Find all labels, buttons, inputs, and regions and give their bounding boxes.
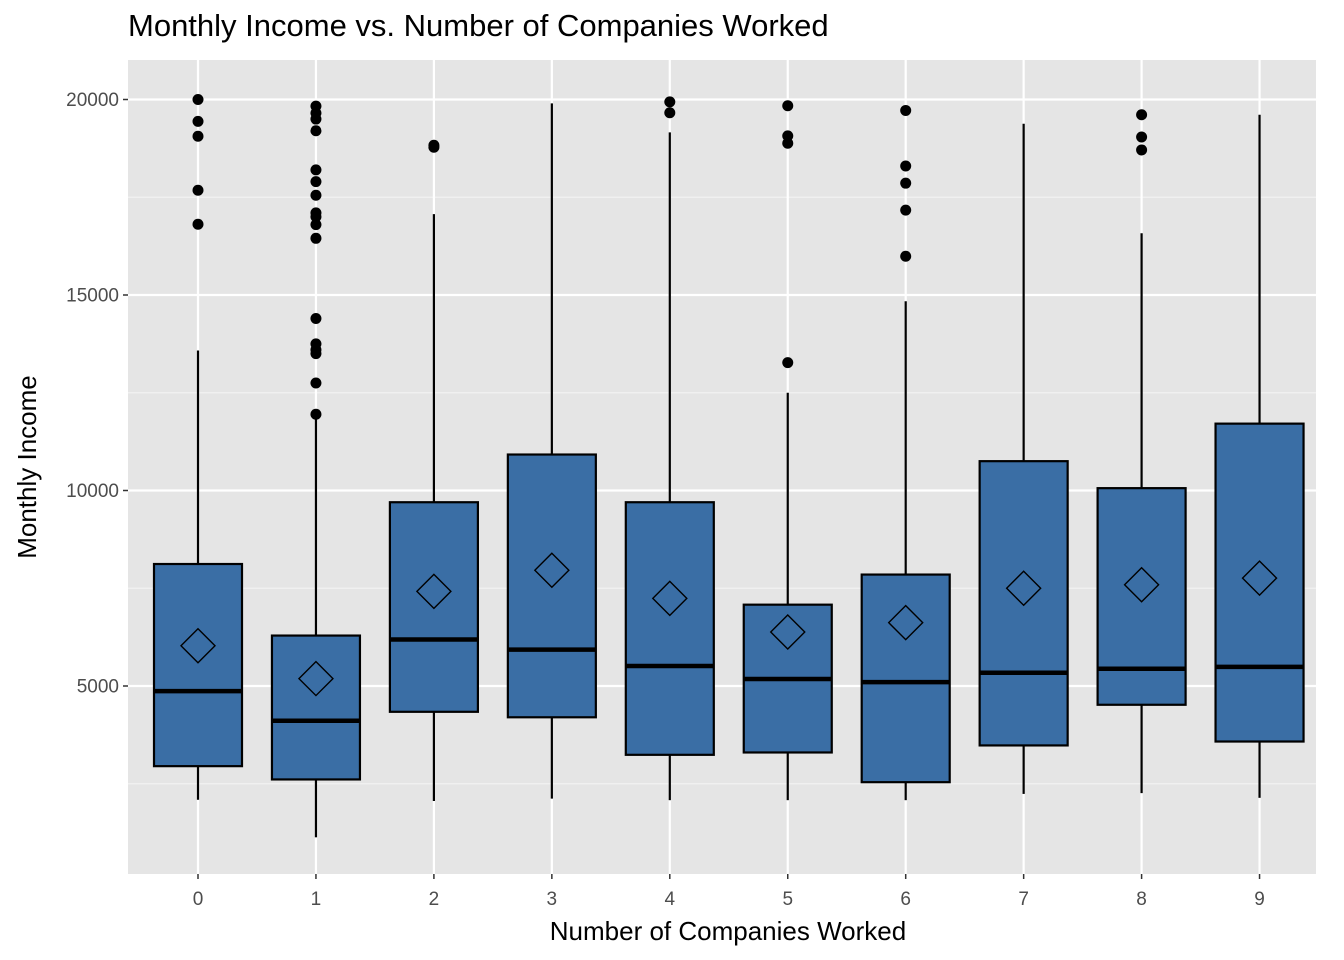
mean-marker xyxy=(1241,560,1278,597)
x-tick-label: 8 xyxy=(1136,889,1147,910)
box xyxy=(1096,487,1187,706)
outlier-point xyxy=(310,219,322,231)
box-group-3 xyxy=(506,103,597,799)
outlier-point xyxy=(782,130,794,142)
outlier-point xyxy=(310,338,322,350)
x-tick-label: 4 xyxy=(665,889,676,910)
outlier-point xyxy=(310,232,322,244)
mean-marker xyxy=(415,573,452,610)
x-tick-label: 9 xyxy=(1254,889,1265,910)
outlier-point xyxy=(782,357,794,369)
y-axis: 5000 10000 15000 20000 xyxy=(66,90,128,698)
box-group-2 xyxy=(388,139,479,801)
mean-marker xyxy=(769,614,806,651)
x-tick-label: 3 xyxy=(547,889,558,910)
box xyxy=(388,501,479,713)
x-tick-label: 2 xyxy=(429,889,440,910)
box xyxy=(1214,422,1305,743)
outlier-point xyxy=(310,164,322,176)
x-tick-label: 5 xyxy=(782,889,793,910)
outlier-point xyxy=(192,130,204,142)
box xyxy=(270,634,362,781)
outlier-point xyxy=(310,312,322,324)
outlier-point xyxy=(192,218,204,230)
y-tick-label: 5000 xyxy=(77,677,119,698)
mean-marker xyxy=(887,604,924,641)
outlier-point xyxy=(310,176,322,188)
outlier-point xyxy=(1136,131,1148,143)
outlier-point xyxy=(428,139,440,151)
outlier-point xyxy=(900,204,912,216)
box-group-8 xyxy=(1096,109,1187,794)
outlier-point xyxy=(310,207,322,219)
x-tick-label: 1 xyxy=(311,889,322,910)
x-tick-label: 7 xyxy=(1018,889,1029,910)
box-group-4 xyxy=(624,96,715,801)
outlier-point xyxy=(310,100,322,112)
x-axis: 0 1 2 3 4 5 6 7 8 9 xyxy=(193,874,1265,910)
x-axis-title: Number of Companies Worked xyxy=(550,916,906,946)
chart-title: Monthly Income vs. Number of Companies W… xyxy=(128,8,829,43)
box-group-9 xyxy=(1214,114,1305,798)
outlier-point xyxy=(192,94,204,105)
outlier-point xyxy=(900,160,912,172)
outlier-point xyxy=(192,184,204,196)
x-tick-label: 0 xyxy=(193,889,204,910)
outlier-point xyxy=(310,125,322,137)
outlier-point xyxy=(310,408,322,420)
mean-marker xyxy=(180,627,216,664)
box xyxy=(860,573,951,784)
box-group-0 xyxy=(152,94,244,800)
box-group-5 xyxy=(742,100,833,801)
outlier-point xyxy=(192,115,204,127)
outlier-point xyxy=(1136,144,1148,156)
y-axis-title: Monthly Income xyxy=(12,375,42,559)
outlier-point xyxy=(900,177,912,189)
box-group-7 xyxy=(978,123,1069,794)
mean-marker xyxy=(1123,566,1160,603)
box xyxy=(624,501,715,756)
mean-marker xyxy=(651,580,688,617)
box xyxy=(152,562,244,768)
mean-marker xyxy=(1005,570,1042,607)
box xyxy=(506,453,597,719)
outlier-point xyxy=(664,96,676,108)
x-tick-label: 6 xyxy=(900,889,911,910)
outlier-point xyxy=(1136,109,1148,121)
y-tick-label: 20000 xyxy=(66,90,119,111)
box-group-6 xyxy=(860,104,951,801)
outlier-point xyxy=(900,104,912,116)
outlier-point xyxy=(782,100,794,112)
y-tick-label: 15000 xyxy=(66,286,119,307)
outlier-point xyxy=(664,107,676,119)
mean-marker xyxy=(533,552,570,589)
mean-marker xyxy=(297,660,334,697)
box-marks xyxy=(152,94,1305,838)
outlier-point xyxy=(310,189,322,201)
outlier-point xyxy=(900,250,912,262)
box-group-1 xyxy=(270,100,362,838)
y-tick-label: 10000 xyxy=(66,481,119,502)
outlier-point xyxy=(310,377,322,389)
box xyxy=(978,460,1069,747)
